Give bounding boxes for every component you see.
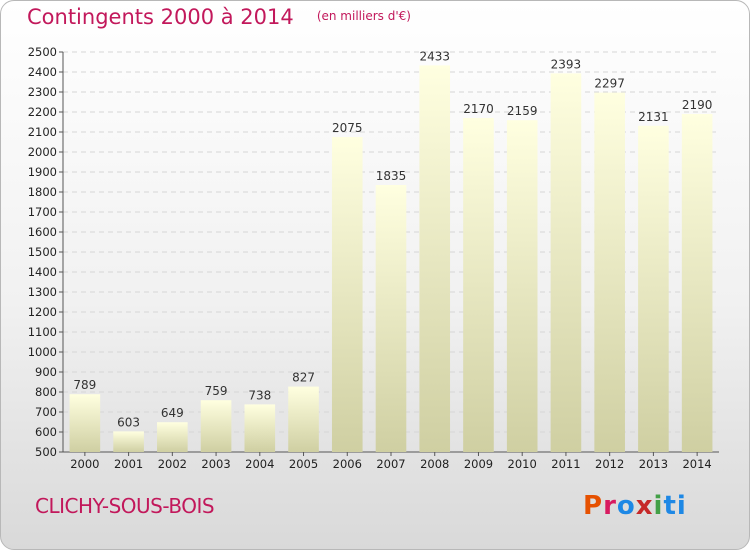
bar-2010 — [506, 120, 538, 452]
x-tick-label-2002: 2002 — [158, 457, 187, 471]
bar-2006 — [331, 137, 363, 452]
x-tick-label-2013: 2013 — [639, 457, 668, 471]
x-tick-label-2009: 2009 — [464, 457, 493, 471]
bar-2000 — [69, 394, 101, 452]
logo-letter: x — [635, 491, 654, 521]
bar-2009 — [463, 118, 494, 452]
proxiti-logo: Proxiti — [583, 491, 687, 521]
value-label-2008: 2433 — [419, 49, 450, 63]
value-label-2007: 1835 — [376, 169, 407, 183]
value-label-2013: 2131 — [638, 110, 669, 124]
value-label-2011: 2393 — [551, 57, 582, 71]
logo-letter: i — [676, 491, 687, 521]
y-tick-label: 2000 — [28, 145, 57, 159]
commune-name: CLICHY-SOUS-BOIS — [35, 494, 215, 518]
x-tick-label-2005: 2005 — [289, 457, 318, 471]
chart-unit: (en milliers d'€) — [316, 9, 411, 23]
bar-2011 — [550, 73, 582, 453]
y-tick-label: 2400 — [28, 65, 57, 79]
y-tick-label: 700 — [35, 405, 57, 419]
bar-2007 — [375, 185, 407, 452]
value-label-2009: 2170 — [463, 102, 494, 116]
chart-title: Contingents 2000 à 2014 — [27, 5, 294, 29]
bar-2002 — [157, 422, 188, 452]
value-label-2005: 827 — [292, 371, 315, 385]
x-tick-label-2004: 2004 — [245, 457, 274, 471]
bar-2004 — [244, 404, 276, 452]
bar-2012 — [594, 92, 625, 452]
value-label-2004: 738 — [248, 388, 271, 402]
y-tick-label: 2200 — [28, 105, 57, 119]
value-label-2014: 2190 — [682, 98, 713, 112]
logo-letter: t — [663, 491, 677, 521]
logo-letter: i — [653, 491, 664, 521]
logo-letter: r — [603, 491, 617, 521]
y-tick-label: 1500 — [28, 245, 57, 259]
y-tick-label: 600 — [35, 425, 57, 439]
y-tick-label: 1200 — [28, 305, 57, 319]
y-tick-label: 900 — [35, 365, 57, 379]
y-tick-label: 1800 — [28, 185, 57, 199]
x-tick-label-2006: 2006 — [333, 457, 362, 471]
value-label-2000: 789 — [73, 378, 96, 392]
bar-2008 — [419, 65, 451, 453]
value-label-2006: 2075 — [332, 121, 363, 135]
bar-2013 — [638, 125, 669, 453]
bar-2001 — [113, 431, 144, 452]
y-tick-label: 1600 — [28, 225, 57, 239]
value-label-2003: 759 — [205, 384, 228, 398]
y-tick-label: 2100 — [28, 125, 57, 139]
value-label-2010: 2159 — [507, 104, 538, 118]
x-tick-label-2012: 2012 — [595, 457, 624, 471]
value-label-2001: 603 — [117, 415, 140, 429]
y-tick-label: 1400 — [28, 265, 57, 279]
value-label-2002: 649 — [161, 406, 184, 420]
y-tick-label: 1000 — [28, 345, 57, 359]
y-tick-label: 2500 — [28, 45, 57, 59]
x-tick-label-2011: 2011 — [551, 457, 580, 471]
x-tick-label-2010: 2010 — [508, 457, 537, 471]
logo-letter: o — [616, 491, 636, 521]
y-tick-label: 800 — [35, 385, 57, 399]
x-tick-label-2007: 2007 — [376, 457, 405, 471]
y-tick-label: 1300 — [28, 285, 57, 299]
y-tick-label: 1700 — [28, 205, 57, 219]
title-row: Contingents 2000 à 2014 (en milliers d'€… — [27, 5, 411, 29]
y-tick-label: 1100 — [28, 325, 57, 339]
bar-2014 — [681, 114, 713, 452]
x-tick-label-2008: 2008 — [420, 457, 449, 471]
value-label-2012: 2297 — [594, 77, 625, 91]
x-tick-label-2000: 2000 — [70, 457, 99, 471]
x-tick-label-2001: 2001 — [114, 457, 143, 471]
x-tick-label-2003: 2003 — [201, 457, 230, 471]
logo-letter: P — [583, 491, 604, 521]
bar-2003 — [200, 400, 232, 452]
y-tick-label: 500 — [35, 445, 57, 459]
y-tick-label: 2300 — [28, 85, 57, 99]
y-tick-label: 1900 — [28, 165, 57, 179]
bar-2005 — [288, 386, 319, 452]
x-tick-label-2014: 2014 — [682, 457, 711, 471]
